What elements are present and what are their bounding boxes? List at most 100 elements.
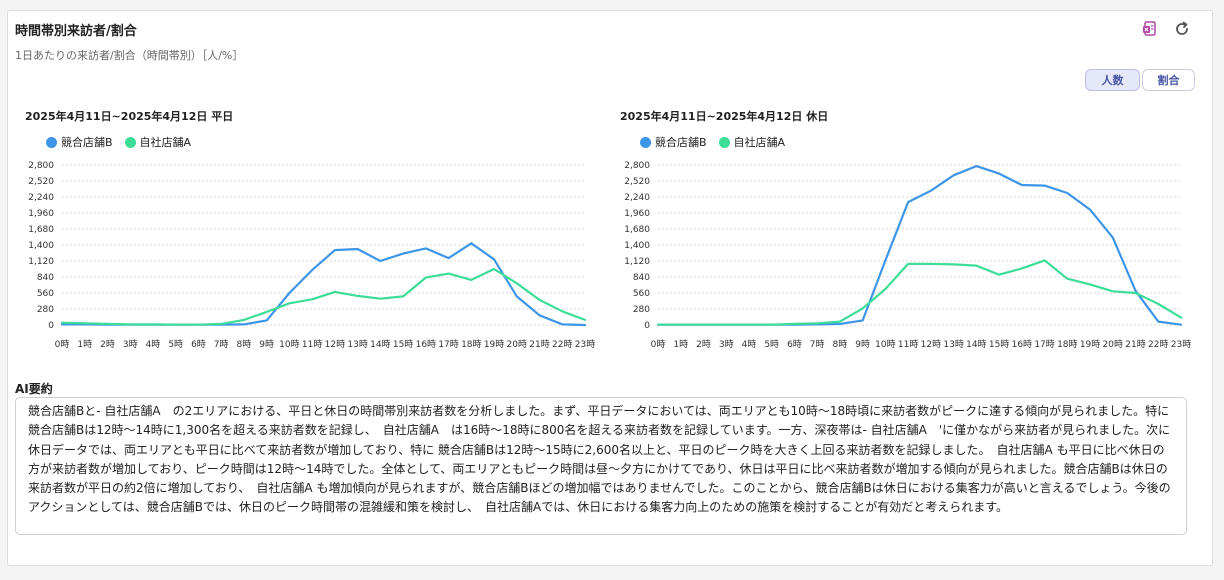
y-tick-label: 2,520 [28,177,54,187]
refresh-icon[interactable] [1173,20,1191,38]
y-tick-label: 280 [633,305,650,315]
holiday-line-chart: 0 280 560 840 1,120 1,400 1,680 1,960 2,240 2,520… [624,161,1191,350]
x-tick-label: 0時 [55,339,70,350]
x-tick-label: 10時 [875,339,895,350]
x-tick-label: 2時 [696,339,711,350]
chart-weekday-legend: 競合店舗B 自社店舗A [46,134,197,150]
weekday-line-chart: 0 280 560 840 1,120 1,400 1,680 1,960 2,240 2,520… [28,161,595,350]
x-tick-label: 4時 [742,339,757,350]
x-tick-label: 18時 [461,339,481,350]
toggle-ratio-button[interactable]: 割合 [1142,69,1195,91]
y-tick-label: 1,680 [624,225,650,235]
x-tick-label: 20時 [1103,339,1123,350]
y-tick-label: 2,800 [28,161,54,171]
y-tick-label: 2,800 [624,161,650,171]
x-tick-label: 13時 [943,339,963,350]
x-tick-label: 2時 [100,339,115,350]
ai-summary-title: AI要約 [15,382,53,396]
x-tick-label: 12時 [325,339,345,350]
y-tick-label: 560 [633,289,650,299]
x-tick-label: 6時 [191,339,206,350]
legend-item-competitor[interactable]: 競合店舗B [640,134,707,150]
x-tick-label: 17時 [438,339,458,350]
legend-dot-competitor [640,136,651,148]
y-tick-label: 1,960 [28,209,54,219]
chart-holiday-legend: 競合店舗B 自社店舗A [640,134,791,150]
x-tick-label: 9時 [259,339,274,350]
x-tick-label: 6時 [787,339,802,350]
x-tick-label: 16時 [1012,339,1032,350]
x-tick-label: 23時 [575,339,595,350]
x-tick-label: 0時 [651,339,666,350]
y-tick-label: 1,120 [28,257,54,267]
legend-label-own: 自社店舗A [139,136,192,149]
x-tick-label: 15時 [393,339,413,350]
x-tick-label: 12時 [921,339,941,350]
x-tick-label: 18時 [1057,339,1077,350]
x-tick-label: 14時 [370,339,390,350]
x-tick-label: 9時 [855,339,870,350]
y-tick-label: 560 [37,289,54,299]
x-tick-label: 4時 [146,339,161,350]
x-tick-label: 11時 [302,339,322,350]
x-tick-label: 20時 [507,339,527,350]
y-tick-label: 2,240 [28,193,54,203]
chart-holiday-title: 2025年4月11日~2025年4月12日 休日 [620,110,829,123]
x-tick-label: 7時 [810,339,825,350]
x-tick-label: 21時 [1125,339,1145,350]
y-tick-label: 280 [37,305,54,315]
y-tick-label: 1,960 [624,209,650,219]
ai-summary-text: 競合店舗Bと‐ 自社店舗A の2エリアにおける、平日と休日の時間帯別来訪者数を分… [15,397,1187,535]
y-tick-label: 0 [644,321,650,331]
legend-dot-competitor [46,136,57,148]
x-tick-label: 7時 [214,339,229,350]
x-tick-label: 1時 [673,339,688,350]
x-tick-label: 10時 [279,339,299,350]
y-tick-label: 1,400 [624,241,650,251]
legend-dot-own [124,136,136,148]
x-tick-label: 1時 [77,339,92,350]
x-tick-label: 5時 [168,339,183,350]
x-tick-label: 19時 [1080,339,1100,350]
x-tick-label: 5時 [764,339,779,350]
y-tick-label: 0 [48,321,54,331]
chart-weekday-title: 2025年4月11日~2025年4月12日 平日 [25,110,234,123]
series-line-competitor[interactable] [60,242,587,327]
x-tick-label: 15時 [989,339,1009,350]
x-tick-label: 19時 [484,339,504,350]
visitor-card [7,10,1213,566]
x-tick-label: 8時 [833,339,848,350]
legend-item-own[interactable]: 自社店舗A [718,134,785,150]
series-line-own[interactable] [60,267,587,326]
export-sheet-icon[interactable] [1141,20,1159,38]
x-tick-label: 21時 [529,339,549,350]
legend-item-competitor[interactable]: 競合店舗B [46,134,113,150]
x-tick-label: 14時 [966,339,986,350]
series-line-own[interactable] [656,259,1183,326]
x-tick-label: 23時 [1171,339,1191,350]
y-tick-label: 2,240 [624,193,650,203]
y-tick-label: 2,520 [624,177,650,187]
x-tick-label: 22時 [552,339,572,350]
y-tick-label: 840 [633,273,650,283]
y-tick-label: 1,120 [624,257,650,267]
series-line-competitor[interactable] [656,165,1183,326]
x-tick-label: 3時 [719,339,734,350]
x-tick-label: 17時 [1034,339,1054,350]
y-tick-label: 1,400 [28,241,54,251]
y-tick-label: 840 [37,273,54,283]
page-title: 時間帯別来訪者/割合 [15,24,137,39]
page-subtitle: 1日あたりの来訪者/割合（時間帯別）［人/%］ [15,49,244,62]
x-tick-label: 22時 [1148,339,1168,350]
x-tick-label: 13時 [347,339,367,350]
x-tick-label: 16時 [416,339,436,350]
toggle-count-button[interactable]: 人数 [1085,69,1140,91]
legend-label-competitor: 競合店舗B [655,136,707,149]
y-tick-label: 1,680 [28,225,54,235]
x-tick-label: 3時 [123,339,138,350]
x-tick-label: 11時 [898,339,918,350]
legend-item-own[interactable]: 自社店舗A [124,134,192,150]
legend-label-competitor: 競合店舗B [61,136,113,149]
legend-dot-own [718,136,730,148]
x-tick-label: 8時 [237,339,252,350]
